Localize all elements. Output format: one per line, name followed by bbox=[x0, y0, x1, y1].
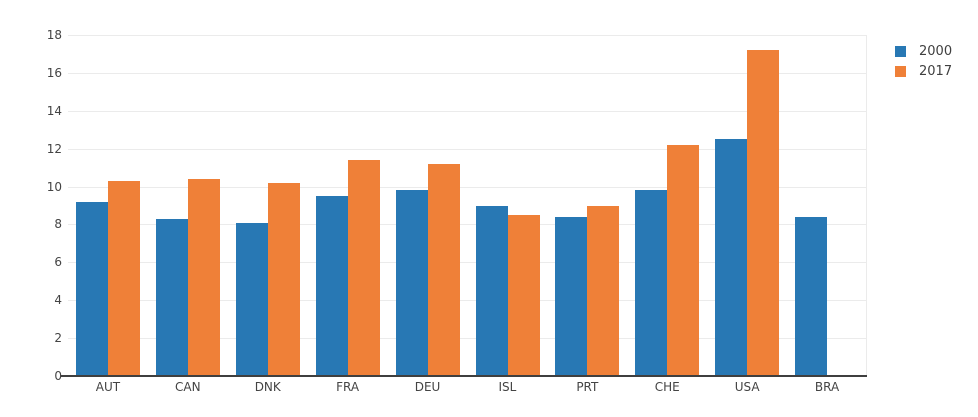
y-tick-label-2: 2 bbox=[54, 331, 62, 346]
gridline-y-6 bbox=[68, 262, 867, 264]
bar-2017-USA[interactable] bbox=[747, 50, 780, 376]
x-tick-label-BRA: BRA bbox=[814, 380, 840, 394]
gridline-y-10 bbox=[68, 186, 867, 188]
bar-2000-CHE[interactable] bbox=[635, 190, 668, 376]
bar-2000-USA[interactable] bbox=[715, 139, 748, 376]
bar-2000-DNK[interactable] bbox=[235, 222, 268, 376]
x-axis-line bbox=[68, 375, 867, 377]
gridline-y-2 bbox=[68, 338, 867, 340]
bar-2017-CHE[interactable] bbox=[667, 144, 700, 376]
legend-label-2000: 2000 bbox=[919, 43, 953, 59]
x-tick-label-PRT: PRT bbox=[576, 380, 599, 394]
y-tick-label-12: 12 bbox=[46, 141, 62, 156]
gridline-y-16 bbox=[68, 72, 867, 74]
plot-right-border bbox=[866, 35, 867, 376]
y-tick-label-10: 10 bbox=[46, 179, 62, 194]
bar-2000-FRA[interactable] bbox=[315, 196, 348, 376]
bar-2000-BRA[interactable] bbox=[795, 216, 828, 376]
y-axis-zero-tick bbox=[61, 375, 68, 377]
bar-2017-DEU[interactable] bbox=[427, 163, 460, 376]
bar-2000-CAN[interactable] bbox=[155, 218, 188, 376]
gridline-y-18 bbox=[68, 35, 867, 36]
y-tick-label-14: 14 bbox=[46, 103, 62, 118]
legend-swatch-2017 bbox=[895, 65, 906, 77]
x-tick-label-CHE: CHE bbox=[654, 380, 680, 394]
bar-2000-AUT[interactable] bbox=[76, 201, 108, 376]
x-tick-label-DNK: DNK bbox=[254, 380, 281, 394]
x-tick-label-CAN: CAN bbox=[175, 380, 201, 394]
bar-2000-PRT[interactable] bbox=[555, 216, 588, 376]
x-tick-label-ISL: ISL bbox=[498, 380, 517, 394]
y-tick-label-18: 18 bbox=[46, 28, 62, 42]
x-tick-label-DEU: DEU bbox=[414, 380, 441, 394]
bar-2000-ISL[interactable] bbox=[475, 205, 508, 376]
y-tick-label-0: 0 bbox=[54, 369, 62, 383]
x-tick-label-USA: USA bbox=[734, 380, 760, 394]
gridline-y-8 bbox=[68, 224, 867, 226]
x-tick-label-AUT: AUT bbox=[95, 380, 121, 394]
y-tick-label-6: 6 bbox=[54, 255, 62, 270]
legend: 2000 2017 bbox=[895, 41, 952, 81]
legend-label-2017: 2017 bbox=[919, 63, 953, 79]
plot-area bbox=[61, 35, 867, 377]
legend-item-2017[interactable]: 2017 bbox=[895, 61, 952, 81]
bar-2000-DEU[interactable] bbox=[395, 190, 428, 376]
y-tick-label-4: 4 bbox=[54, 293, 62, 308]
legend-item-2000[interactable]: 2000 bbox=[895, 41, 952, 61]
gridline-y-4 bbox=[68, 300, 867, 302]
gridline-y-12 bbox=[68, 148, 867, 150]
bar-2017-PRT[interactable] bbox=[587, 205, 620, 376]
bar-2017-CAN[interactable] bbox=[187, 178, 220, 376]
legend-swatch-2000 bbox=[895, 45, 906, 57]
y-tick-label-8: 8 bbox=[54, 217, 62, 232]
gridline-y-14 bbox=[68, 110, 867, 112]
bar-2017-FRA[interactable] bbox=[347, 160, 380, 376]
bar-2017-AUT[interactable] bbox=[108, 180, 140, 376]
y-tick-label-16: 16 bbox=[46, 65, 62, 80]
x-tick-label-FRA: FRA bbox=[336, 380, 360, 394]
bar-2017-DNK[interactable] bbox=[267, 182, 300, 376]
bar-2017-ISL[interactable] bbox=[507, 214, 540, 376]
